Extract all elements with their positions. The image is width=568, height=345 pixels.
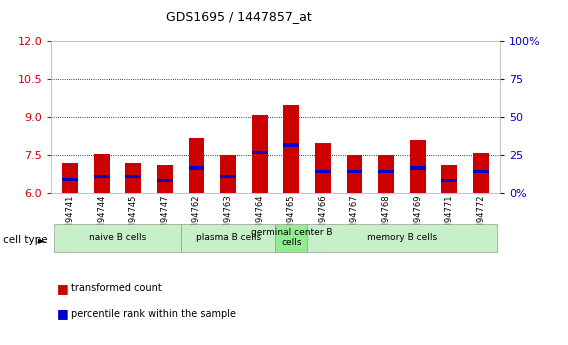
- Bar: [157, 165, 173, 193]
- Text: GDS1695 / 1447857_at: GDS1695 / 1447857_at: [166, 10, 311, 23]
- Bar: [307, 224, 496, 252]
- Bar: [189, 138, 204, 193]
- Bar: [441, 165, 457, 193]
- Text: plasma B cells: plasma B cells: [195, 233, 261, 242]
- Bar: [220, 155, 236, 193]
- Bar: [378, 155, 394, 193]
- Bar: [378, 170, 394, 173]
- Bar: [410, 140, 425, 193]
- Bar: [283, 105, 299, 193]
- Bar: [181, 224, 275, 252]
- Bar: [410, 166, 425, 169]
- Bar: [126, 175, 141, 178]
- Text: ■: ■: [57, 307, 69, 321]
- Bar: [315, 170, 331, 173]
- Bar: [62, 163, 78, 193]
- Text: percentile rank within the sample: percentile rank within the sample: [71, 309, 236, 319]
- Bar: [94, 175, 110, 178]
- Bar: [220, 175, 236, 178]
- Text: cell type: cell type: [3, 235, 48, 245]
- Bar: [283, 144, 299, 147]
- Bar: [473, 170, 489, 173]
- Bar: [126, 163, 141, 193]
- Text: germinal center B
cells: germinal center B cells: [250, 228, 332, 247]
- Text: naive B cells: naive B cells: [89, 233, 146, 242]
- Bar: [189, 166, 204, 169]
- Bar: [275, 224, 307, 252]
- Bar: [94, 154, 110, 193]
- Text: transformed count: transformed count: [71, 283, 162, 293]
- Bar: [346, 170, 362, 173]
- Bar: [62, 178, 78, 181]
- Bar: [157, 179, 173, 182]
- Bar: [473, 153, 489, 193]
- Text: memory B cells: memory B cells: [367, 233, 437, 242]
- Bar: [346, 155, 362, 193]
- Text: ►: ►: [38, 235, 46, 245]
- Bar: [55, 224, 181, 252]
- Bar: [315, 142, 331, 193]
- Text: ■: ■: [57, 282, 69, 295]
- Bar: [252, 151, 268, 154]
- Bar: [252, 115, 268, 193]
- Bar: [441, 179, 457, 182]
